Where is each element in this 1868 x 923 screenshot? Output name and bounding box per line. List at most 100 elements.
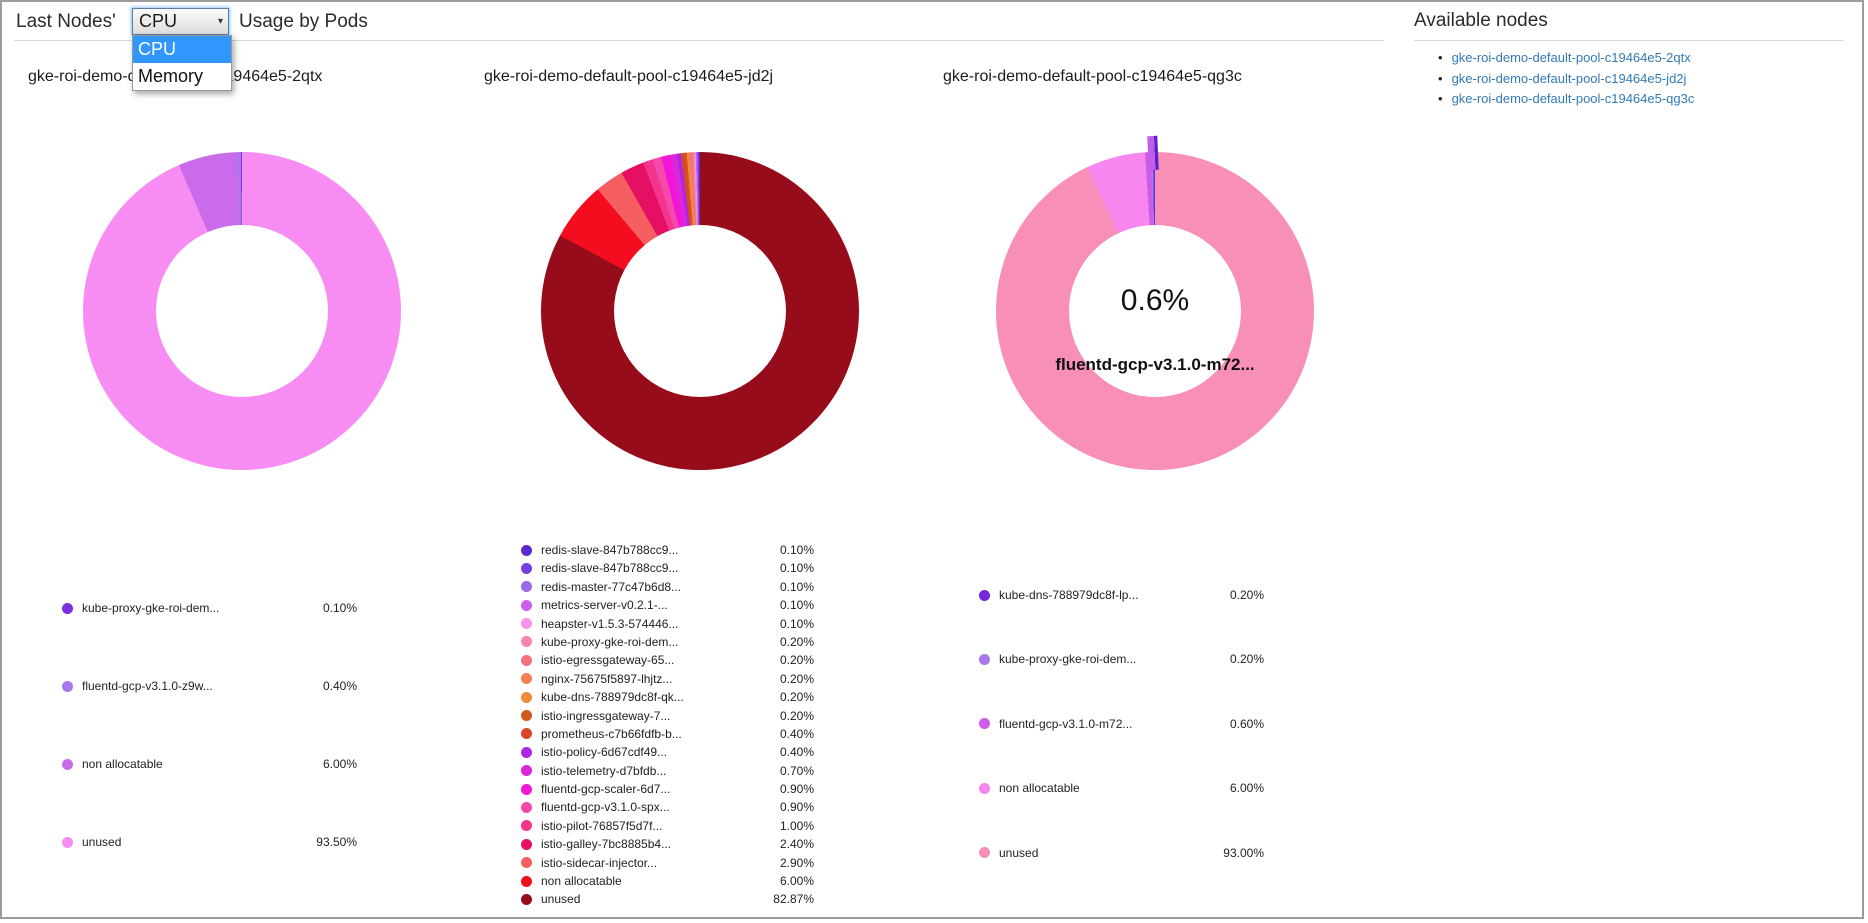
legend-item[interactable]: fluentd-gcp-v3.1.0-m72... 0.60% [979, 716, 1264, 732]
legend-color-dot [521, 544, 532, 556]
legend-label: non allocatable [541, 874, 622, 889]
legend-item[interactable]: nginx-75675f5897-lhjtz... 0.20% [521, 671, 814, 687]
legend-color-dot [521, 599, 532, 611]
legend-item[interactable]: redis-slave-847b788cc9... 0.10% [521, 542, 814, 558]
available-node-link[interactable]: gke-roi-demo-default-pool-c19464e5-qg3c [1451, 91, 1695, 106]
legend-value: 0.40% [322, 679, 357, 693]
legend-item[interactable]: non allocatable 6.00% [62, 756, 357, 772]
legend-label: non allocatable [999, 781, 1080, 796]
legend-item[interactable]: kube-dns-788979dc8f-qk... 0.20% [521, 689, 814, 705]
legend-color-dot [521, 893, 532, 905]
legend-item[interactable]: unused 93.50% [62, 834, 357, 850]
legend-value: 2.40% [779, 837, 814, 852]
legend-label: istio-egressgateway-65... [541, 653, 675, 668]
legend-label: redis-slave-847b788cc9... [541, 561, 679, 576]
legend-label: unused [999, 845, 1039, 860]
legend-value: 0.10% [779, 543, 814, 557]
legend-item[interactable]: istio-galley-7bc8885b4... 2.40% [521, 836, 814, 852]
metric-select-menu: CPU Memory [132, 35, 232, 91]
legend-value: 0.10% [779, 616, 814, 631]
legend-color-dot [521, 746, 532, 758]
legend-value: 6.00% [779, 874, 814, 889]
legend-label: fluentd-gcp-v3.1.0-z9w... [82, 679, 213, 693]
available-node-link[interactable]: gke-roi-demo-default-pool-c19464e5-2qtx [1451, 50, 1691, 65]
legend-item[interactable]: heapster-v1.5.3-574446... 0.10% [521, 616, 814, 632]
page-title-prefix: Last Nodes' [16, 11, 116, 32]
legend-label: kube-proxy-gke-roi-dem... [82, 601, 220, 615]
legend-value: 93.50% [316, 835, 357, 849]
legend-value: 0.10% [779, 598, 814, 613]
legend-item[interactable]: kube-proxy-gke-roi-dem... 0.20% [979, 651, 1264, 667]
chevron-down-icon: ▾ [217, 16, 223, 27]
legend-item[interactable]: istio-egressgateway-65... 0.20% [521, 652, 814, 668]
legend-item[interactable]: prometheus-c7b66fdfb-b... 0.40% [521, 726, 814, 742]
legend-item[interactable]: unused 82.87% [521, 891, 814, 907]
legend-item[interactable]: kube-proxy-gke-roi-dem... 0.10% [62, 600, 357, 616]
legend-item[interactable]: redis-slave-847b788cc9... 0.10% [521, 560, 814, 576]
legend-label: kube-proxy-gke-roi-dem... [541, 634, 679, 649]
metric-select[interactable]: CPU ▾ [132, 8, 229, 35]
legend-item[interactable]: kube-proxy-gke-roi-dem... 0.20% [521, 634, 814, 650]
legend-label: istio-ingressgateway-7... [541, 708, 671, 723]
legend-item[interactable]: istio-policy-6d67cdf49... 0.40% [521, 744, 814, 760]
legend-color-dot [521, 562, 532, 574]
legend-value: 82.87% [773, 892, 814, 907]
legend-value: 0.90% [779, 800, 814, 815]
legend-value: 6.00% [1229, 781, 1264, 796]
legend-value: 0.40% [779, 726, 814, 741]
select-option-memory[interactable]: Memory [138, 66, 204, 86]
legend-item[interactable]: istio-pilot-76857f5d7f... 1.00% [521, 818, 814, 834]
legend-item[interactable]: metrics-server-v0.2.1-... 0.10% [521, 597, 814, 613]
legend-item[interactable]: unused 93.00% [979, 845, 1264, 861]
legend-label: istio-pilot-76857f5d7f... [541, 818, 663, 833]
legend-item[interactable]: istio-telemetry-d7bfdb... 0.70% [521, 763, 814, 779]
legend-color-dot [521, 710, 532, 722]
legend-item[interactable]: fluentd-gcp-scaler-6d7... 0.90% [521, 781, 814, 797]
legend-label: istio-sidecar-injector... [541, 855, 658, 870]
legend-value: 0.10% [779, 561, 814, 576]
legend-color-dot [62, 836, 73, 848]
legend-color-dot [62, 680, 73, 692]
legend-label: istio-galley-7bc8885b4... [541, 837, 672, 852]
legend-label: redis-slave-847b788cc9... [541, 543, 679, 557]
legend-color-dot [521, 838, 532, 850]
hovered-slice-percentage: 0.6% [1120, 284, 1190, 317]
legend-label: heapster-v1.5.3-574446... [541, 616, 679, 631]
available-nodes-title: Available nodes [1414, 10, 1548, 31]
legend-label: nginx-75675f5897-lhjtz... [541, 671, 673, 686]
page-title-suffix: Usage by Pods [239, 11, 368, 32]
donut-chart[interactable] [83, 152, 401, 470]
legend-label: kube-proxy-gke-roi-dem... [999, 652, 1137, 667]
legend-item[interactable]: fluentd-gcp-v3.1.0-spx... 0.90% [521, 799, 814, 815]
legend-value: 0.20% [779, 671, 814, 686]
legend-item[interactable]: redis-master-77c47b6d8... 0.10% [521, 579, 814, 595]
legend-label: kube-dns-788979dc8f-qk... [541, 690, 684, 705]
donut-chart[interactable] [541, 152, 859, 470]
legend-color-dot [521, 654, 532, 666]
legend-color-dot [521, 801, 532, 813]
legend-item[interactable]: non allocatable 6.00% [521, 873, 814, 889]
select-option-cpu[interactable]: CPU [133, 36, 231, 63]
donut-chart[interactable] [996, 152, 1314, 470]
chart-legend: kube-dns-788979dc8f-lp... 0.20% kube-proxy… [979, 587, 1264, 861]
legend-label: istio-telemetry-d7bfdb... [541, 763, 667, 778]
legend-label: non allocatable [82, 757, 163, 771]
chart-title: gke-roi-demo-default-pool-c19464e5-qg3c [943, 68, 1242, 85]
legend-item[interactable]: istio-sidecar-injector... 2.90% [521, 855, 814, 871]
legend-item[interactable]: istio-ingressgateway-7... 0.20% [521, 708, 814, 724]
legend-value: 0.20% [779, 690, 814, 705]
available-nodes-divider [1414, 40, 1844, 41]
legend-color-dot [521, 636, 532, 648]
legend-color-dot [521, 857, 532, 869]
legend-item[interactable]: kube-dns-788979dc8f-lp... 0.20% [979, 587, 1264, 603]
legend-item[interactable]: fluentd-gcp-v3.1.0-z9w... 0.40% [62, 678, 357, 694]
legend-value: 0.60% [1229, 716, 1264, 731]
legend-color-dot [521, 875, 532, 887]
legend-label: kube-dns-788979dc8f-lp... [999, 588, 1139, 602]
legend-color-dot [979, 718, 990, 730]
available-node-link[interactable]: gke-roi-demo-default-pool-c19464e5-jd2j [1451, 70, 1687, 86]
legend-label: unused [541, 892, 581, 907]
legend-item[interactable]: non allocatable 6.00% [979, 780, 1264, 796]
legend-label: fluentd-gcp-v3.1.0-spx... [541, 800, 670, 815]
